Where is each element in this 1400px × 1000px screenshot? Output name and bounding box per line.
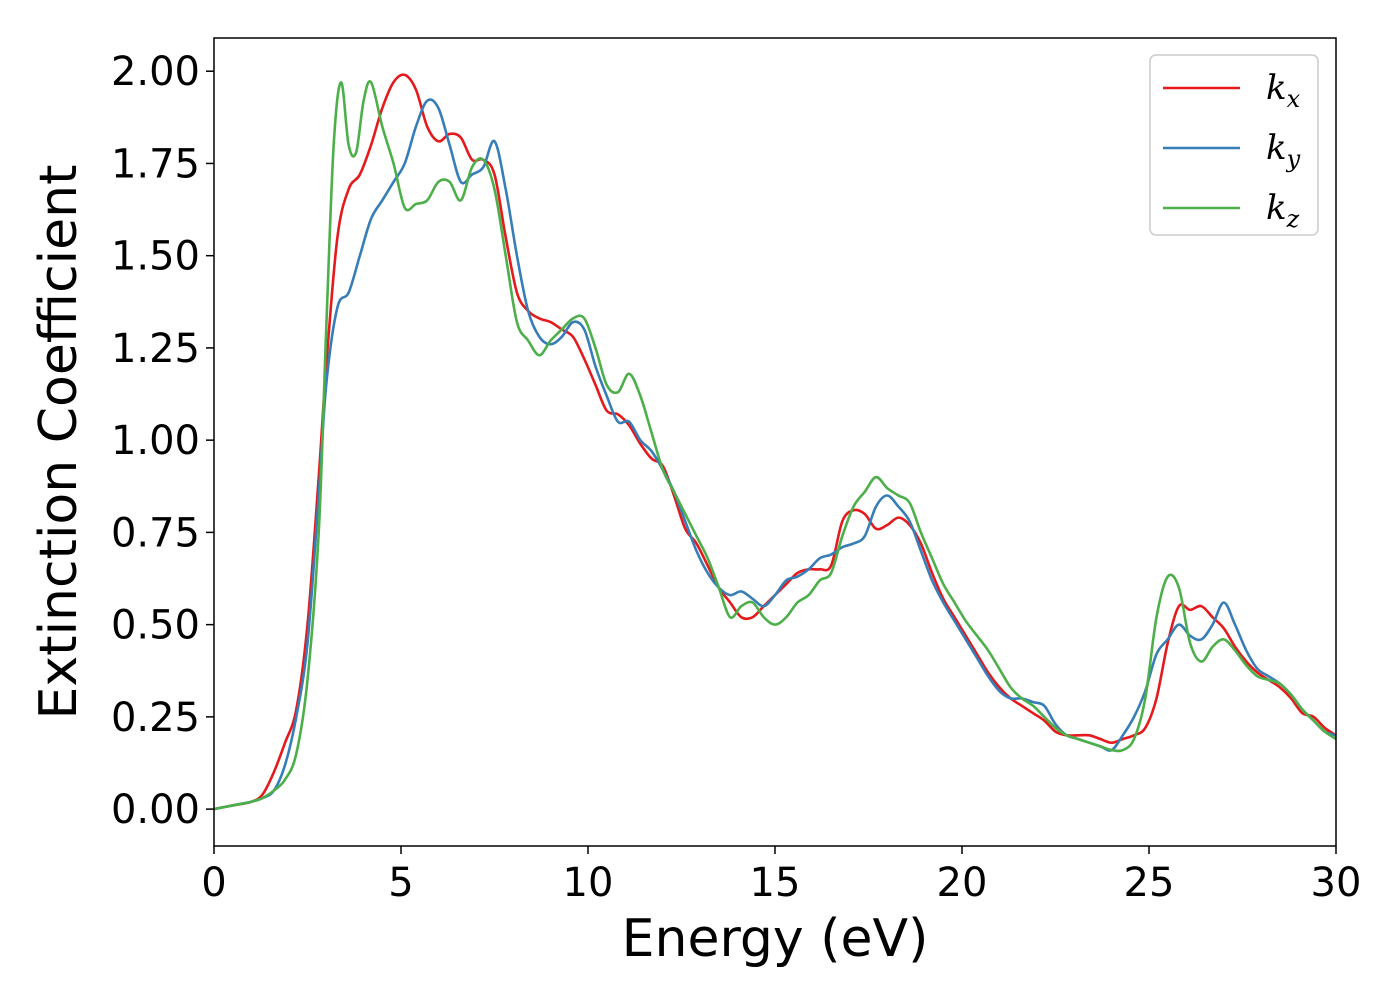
x-tick-label: 15 [750,860,801,906]
x-tick-label: 5 [388,860,413,906]
y-tick-label: 0.50 [111,603,200,649]
series-layer [214,73,1336,811]
x-axis: 0 5 10 15 20 25 30 [201,846,1361,906]
x-tick-label: 20 [937,860,988,906]
y-tick-label: 0.25 [111,695,200,741]
x-axis-label: Energy (eV) [622,909,929,969]
y-tick-label: 1.50 [111,234,200,280]
y-tick-label: 0.00 [111,787,200,833]
x-tick-label: 0 [201,860,226,906]
legend-label-y: ky [1266,128,1301,173]
y-axis: 0.00 0.25 0.50 0.75 1.00 1.25 1.50 1.75 2.00 [111,49,214,833]
x-tick-label: 10 [563,860,614,906]
y-tick-label: 1.00 [111,418,200,464]
x-tick-label: 30 [1311,860,1362,906]
series-line-z [214,80,1336,811]
y-tick-label: 0.75 [111,510,200,556]
y-tick-label: 1.25 [111,326,200,372]
legend-box [1149,54,1319,236]
legend-label-z: kz [1266,188,1300,233]
y-tick-label: 2.00 [111,49,200,95]
y-tick-label: 1.75 [111,141,200,187]
legend: kx ky kz [1149,54,1319,236]
x-tick-label: 25 [1124,860,1175,906]
legend-label-x: kx [1266,68,1301,113]
y-axis-label: Extinction Coefficient [29,165,89,720]
